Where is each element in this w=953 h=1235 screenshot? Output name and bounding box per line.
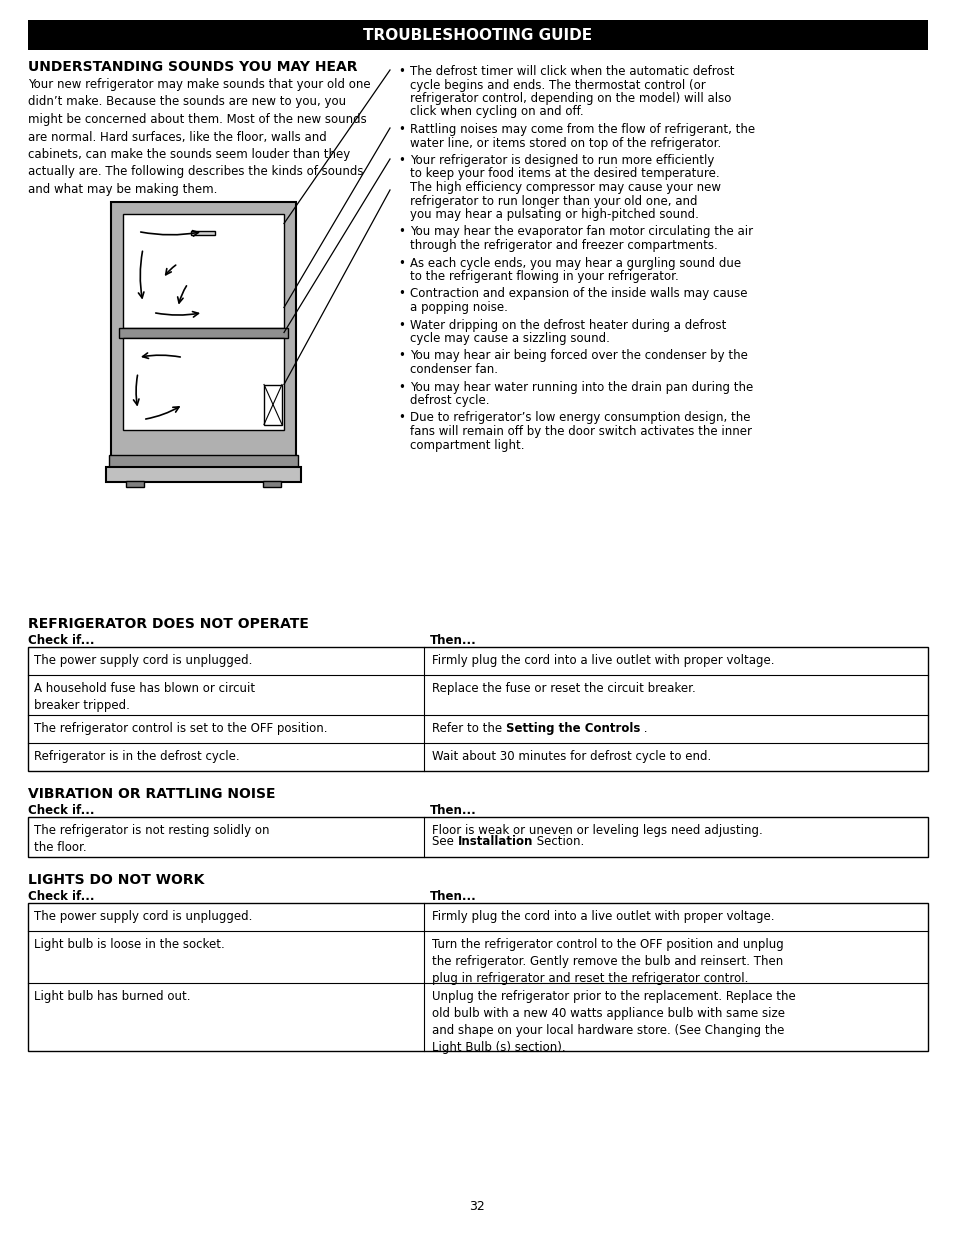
Text: You may hear the evaporator fan motor circulating the air: You may hear the evaporator fan motor ci… bbox=[410, 226, 752, 238]
Text: As each cycle ends, you may hear a gurgling sound due: As each cycle ends, you may hear a gurgl… bbox=[410, 257, 740, 269]
Text: defrost cycle.: defrost cycle. bbox=[410, 394, 489, 408]
Text: Installation: Installation bbox=[457, 835, 533, 848]
Text: refrigerator to run longer than your old one, and: refrigerator to run longer than your old… bbox=[410, 194, 697, 207]
Text: Check if...: Check if... bbox=[28, 804, 94, 818]
Text: Due to refrigerator’s low energy consumption design, the: Due to refrigerator’s low energy consump… bbox=[410, 411, 750, 425]
Bar bbox=[119, 327, 288, 337]
Text: The refrigerator is not resting solidly on
the floor.: The refrigerator is not resting solidly … bbox=[34, 824, 269, 853]
Text: See: See bbox=[432, 835, 457, 848]
Text: click when cycling on and off.: click when cycling on and off. bbox=[410, 105, 583, 119]
Bar bbox=[28, 20, 927, 49]
Bar bbox=[191, 231, 214, 235]
Text: Turn the refrigerator control to the OFF position and unplug
the refrigerator. G: Turn the refrigerator control to the OFF… bbox=[432, 939, 783, 986]
Bar bbox=[28, 647, 927, 771]
Text: to the refrigerant flowing in your refrigerator.: to the refrigerant flowing in your refri… bbox=[410, 270, 678, 283]
Text: refrigerator control, depending on the model) will also: refrigerator control, depending on the m… bbox=[410, 91, 731, 105]
Text: You may hear air being forced over the condenser by the: You may hear air being forced over the c… bbox=[410, 350, 747, 363]
Bar bbox=[123, 214, 284, 327]
Bar bbox=[123, 337, 284, 430]
Text: REFRIGERATOR DOES NOT OPERATE: REFRIGERATOR DOES NOT OPERATE bbox=[28, 618, 309, 631]
Text: VIBRATION OR RATTLING NOISE: VIBRATION OR RATTLING NOISE bbox=[28, 787, 275, 802]
Bar bbox=[126, 480, 144, 487]
Text: Light bulb is loose in the socket.: Light bulb is loose in the socket. bbox=[34, 939, 225, 951]
Text: Contraction and expansion of the inside walls may cause: Contraction and expansion of the inside … bbox=[410, 288, 747, 300]
Text: condenser fan.: condenser fan. bbox=[410, 363, 497, 375]
Text: Then...: Then... bbox=[430, 634, 476, 647]
Text: Unplug the refrigerator prior to the replacement. Replace the
old bulb with a ne: Unplug the refrigerator prior to the rep… bbox=[432, 990, 795, 1053]
Text: The refrigerator control is set to the OFF position.: The refrigerator control is set to the O… bbox=[34, 722, 327, 735]
Text: •: • bbox=[397, 350, 404, 363]
Text: Light bulb has burned out.: Light bulb has burned out. bbox=[34, 990, 191, 1003]
Text: UNDERSTANDING SOUNDS YOU MAY HEAR: UNDERSTANDING SOUNDS YOU MAY HEAR bbox=[28, 61, 357, 74]
Text: Your new refrigerator may make sounds that your old one
didn’t make. Because the: Your new refrigerator may make sounds th… bbox=[28, 78, 370, 196]
Text: fans will remain off by the door switch activates the inner: fans will remain off by the door switch … bbox=[410, 425, 751, 438]
Text: A household fuse has blown or circuit
breaker tripped.: A household fuse has blown or circuit br… bbox=[34, 682, 254, 713]
Text: Section.: Section. bbox=[533, 835, 583, 848]
Text: •: • bbox=[397, 288, 404, 300]
Bar bbox=[264, 384, 282, 425]
Text: •: • bbox=[397, 226, 404, 238]
Text: Then...: Then... bbox=[430, 890, 476, 903]
Text: The power supply cord is unplugged.: The power supply cord is unplugged. bbox=[34, 655, 253, 667]
Bar bbox=[111, 201, 295, 457]
Bar bbox=[28, 903, 927, 1051]
Bar bbox=[263, 480, 281, 487]
Text: •: • bbox=[397, 257, 404, 269]
Text: Replace the fuse or reset the circuit breaker.: Replace the fuse or reset the circuit br… bbox=[432, 682, 695, 695]
Text: Rattling noises may come from the flow of refrigerant, the: Rattling noises may come from the flow o… bbox=[410, 124, 755, 136]
Text: Refrigerator is in the defrost cycle.: Refrigerator is in the defrost cycle. bbox=[34, 750, 239, 763]
Text: Floor is weak or uneven or leveling legs need adjusting.: Floor is weak or uneven or leveling legs… bbox=[432, 824, 762, 837]
Text: •: • bbox=[397, 124, 404, 136]
Text: Setting the Controls: Setting the Controls bbox=[505, 722, 639, 735]
Text: Check if...: Check if... bbox=[28, 634, 94, 647]
Text: Your refrigerator is designed to run more efficiently: Your refrigerator is designed to run mor… bbox=[410, 154, 714, 167]
Text: Then...: Then... bbox=[430, 804, 476, 818]
Text: Refer to the: Refer to the bbox=[432, 722, 505, 735]
Bar bbox=[106, 467, 301, 482]
Text: Wait about 30 minutes for defrost cycle to end.: Wait about 30 minutes for defrost cycle … bbox=[432, 750, 711, 763]
Text: Firmly plug the cord into a live outlet with proper voltage.: Firmly plug the cord into a live outlet … bbox=[432, 655, 774, 667]
Text: Water dripping on the defrost heater during a defrost: Water dripping on the defrost heater dur… bbox=[410, 319, 725, 331]
Bar bbox=[109, 454, 297, 468]
Text: compartment light.: compartment light. bbox=[410, 438, 524, 452]
Text: •: • bbox=[397, 380, 404, 394]
Text: The high efficiency compressor may cause your new: The high efficiency compressor may cause… bbox=[410, 182, 720, 194]
Text: TROUBLESHOOTING GUIDE: TROUBLESHOOTING GUIDE bbox=[363, 27, 592, 42]
Text: The power supply cord is unplugged.: The power supply cord is unplugged. bbox=[34, 910, 253, 923]
Text: Firmly plug the cord into a live outlet with proper voltage.: Firmly plug the cord into a live outlet … bbox=[432, 910, 774, 923]
Text: cycle begins and ends. The thermostat control (or: cycle begins and ends. The thermostat co… bbox=[410, 79, 705, 91]
Text: •: • bbox=[397, 65, 404, 78]
Text: Check if...: Check if... bbox=[28, 890, 94, 903]
Text: .: . bbox=[639, 722, 647, 735]
Text: •: • bbox=[397, 319, 404, 331]
Text: LIGHTS DO NOT WORK: LIGHTS DO NOT WORK bbox=[28, 873, 204, 887]
Bar bbox=[28, 818, 927, 857]
Text: through the refrigerator and freezer compartments.: through the refrigerator and freezer com… bbox=[410, 240, 717, 252]
Text: to keep your food items at the desired temperature.: to keep your food items at the desired t… bbox=[410, 168, 719, 180]
Text: •: • bbox=[397, 411, 404, 425]
Text: •: • bbox=[397, 154, 404, 167]
Text: water line, or items stored on top of the refrigerator.: water line, or items stored on top of th… bbox=[410, 137, 720, 149]
Text: You may hear water running into the drain pan during the: You may hear water running into the drai… bbox=[410, 380, 753, 394]
Text: 32: 32 bbox=[469, 1200, 484, 1214]
Text: The defrost timer will click when the automatic defrost: The defrost timer will click when the au… bbox=[410, 65, 734, 78]
Text: you may hear a pulsating or high-pitched sound.: you may hear a pulsating or high-pitched… bbox=[410, 207, 699, 221]
Text: cycle may cause a sizzling sound.: cycle may cause a sizzling sound. bbox=[410, 332, 609, 345]
Text: a popping noise.: a popping noise. bbox=[410, 301, 507, 314]
